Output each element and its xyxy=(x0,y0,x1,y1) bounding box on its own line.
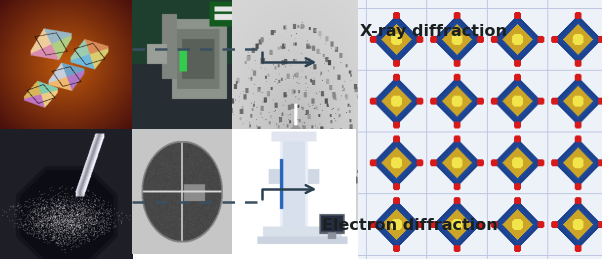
Text: Electron diffraction: Electron diffraction xyxy=(322,218,498,233)
Text: X-ray diffraction: X-ray diffraction xyxy=(360,24,507,39)
